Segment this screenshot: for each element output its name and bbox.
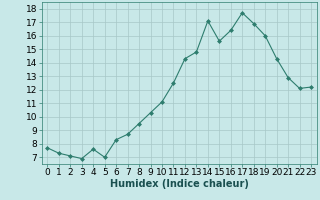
- X-axis label: Humidex (Indice chaleur): Humidex (Indice chaleur): [110, 179, 249, 189]
